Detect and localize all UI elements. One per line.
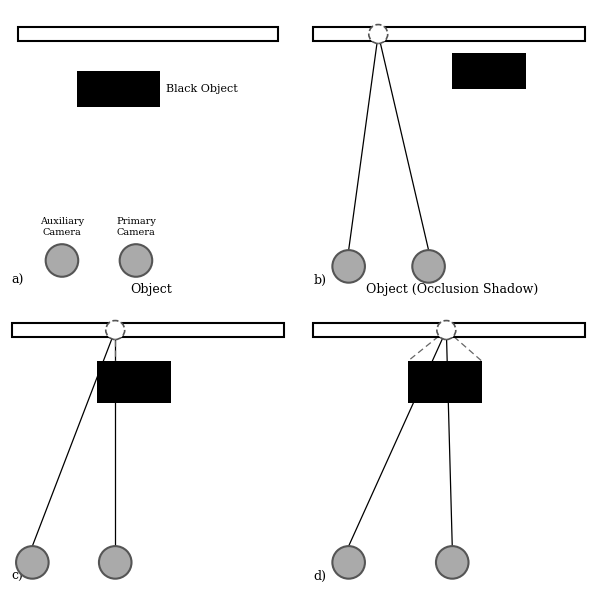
Bar [98,361,171,403]
Bar [452,53,526,89]
Text: a): a) [11,274,24,287]
Text: Primary
Camera: Primary Camera [116,217,156,237]
Bar [77,71,160,107]
Circle shape [369,24,388,43]
Circle shape [46,244,78,276]
Text: Black Object: Black Object [166,84,238,94]
Bar [11,323,284,337]
Circle shape [437,321,456,340]
Circle shape [332,546,365,579]
Circle shape [106,321,125,340]
Text: d): d) [313,570,326,583]
Circle shape [119,244,152,276]
Text: Auxiliary
Camera: Auxiliary Camera [40,217,84,237]
Title: Object: Object [130,283,172,296]
Circle shape [332,250,365,282]
Circle shape [436,546,469,579]
Bar [313,27,586,41]
Title: Object (Occlusion Shadow): Object (Occlusion Shadow) [366,283,538,296]
Bar [408,361,482,403]
Bar [17,27,278,41]
Circle shape [99,546,131,579]
Circle shape [412,250,445,282]
Bar [313,323,586,337]
Circle shape [16,546,49,579]
Text: b): b) [313,274,326,287]
Text: c): c) [11,570,24,583]
